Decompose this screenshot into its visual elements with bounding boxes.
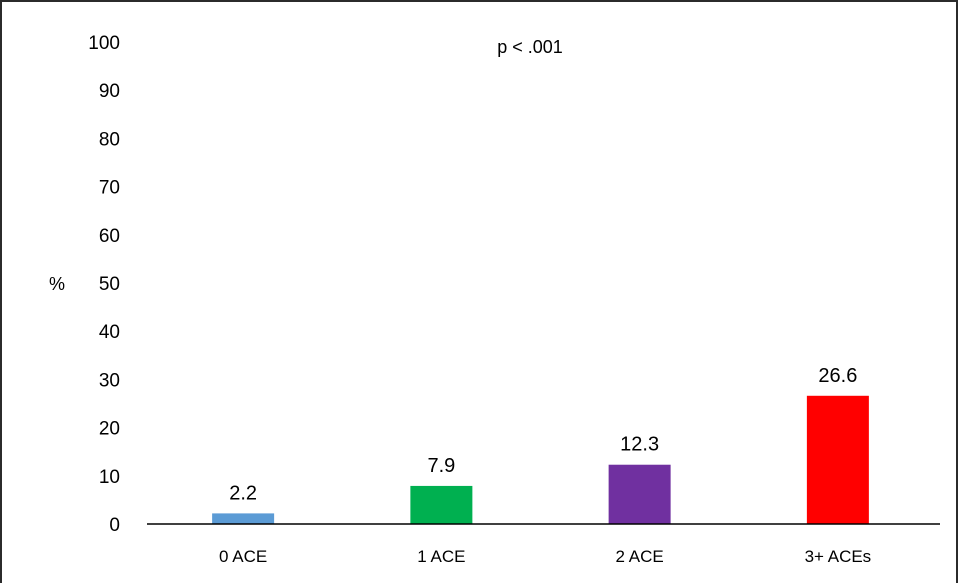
y-tick-label: 0 (109, 515, 120, 536)
bar-1 (212, 513, 275, 524)
data-label-1: 2.2 (229, 482, 257, 504)
x-category-label-2: 1 ACE (417, 547, 465, 566)
data-label-3: 12.3 (620, 434, 659, 456)
y-axis-label: % (49, 274, 65, 294)
y-tick-label: 70 (99, 178, 120, 199)
bar-2 (410, 485, 473, 524)
y-tick-label: 90 (99, 81, 120, 102)
y-tick-label: 60 (99, 226, 120, 247)
bar-3 (608, 464, 671, 524)
x-category-label-1: 0 ACE (219, 547, 267, 566)
data-label-4: 26.6 (818, 365, 857, 387)
y-tick-label: 80 (99, 129, 120, 150)
y-tick-label: 50 (99, 274, 120, 295)
y-tick-label: 30 (99, 370, 120, 391)
data-label-2: 7.9 (427, 455, 455, 477)
x-category-label-3: 2 ACE (616, 547, 664, 566)
x-category-label-4: 3+ ACEs (805, 547, 872, 566)
y-tick-label: 40 (99, 322, 120, 343)
y-axis-ticks: 0 10 20 30 40 50 60 70 80 90 100 (88, 33, 120, 536)
p-value-annotation: p < .001 (497, 37, 563, 57)
bar-4 (806, 395, 869, 524)
y-tick-label: 100 (88, 33, 120, 54)
bars: 2.2 7.9 12.3 26.6 (212, 365, 869, 524)
x-axis-category-labels: 0 ACE 1 ACE 2 ACE 3+ ACEs (219, 547, 871, 566)
y-tick-label: 20 (99, 419, 120, 440)
y-tick-label: 10 (99, 467, 120, 488)
